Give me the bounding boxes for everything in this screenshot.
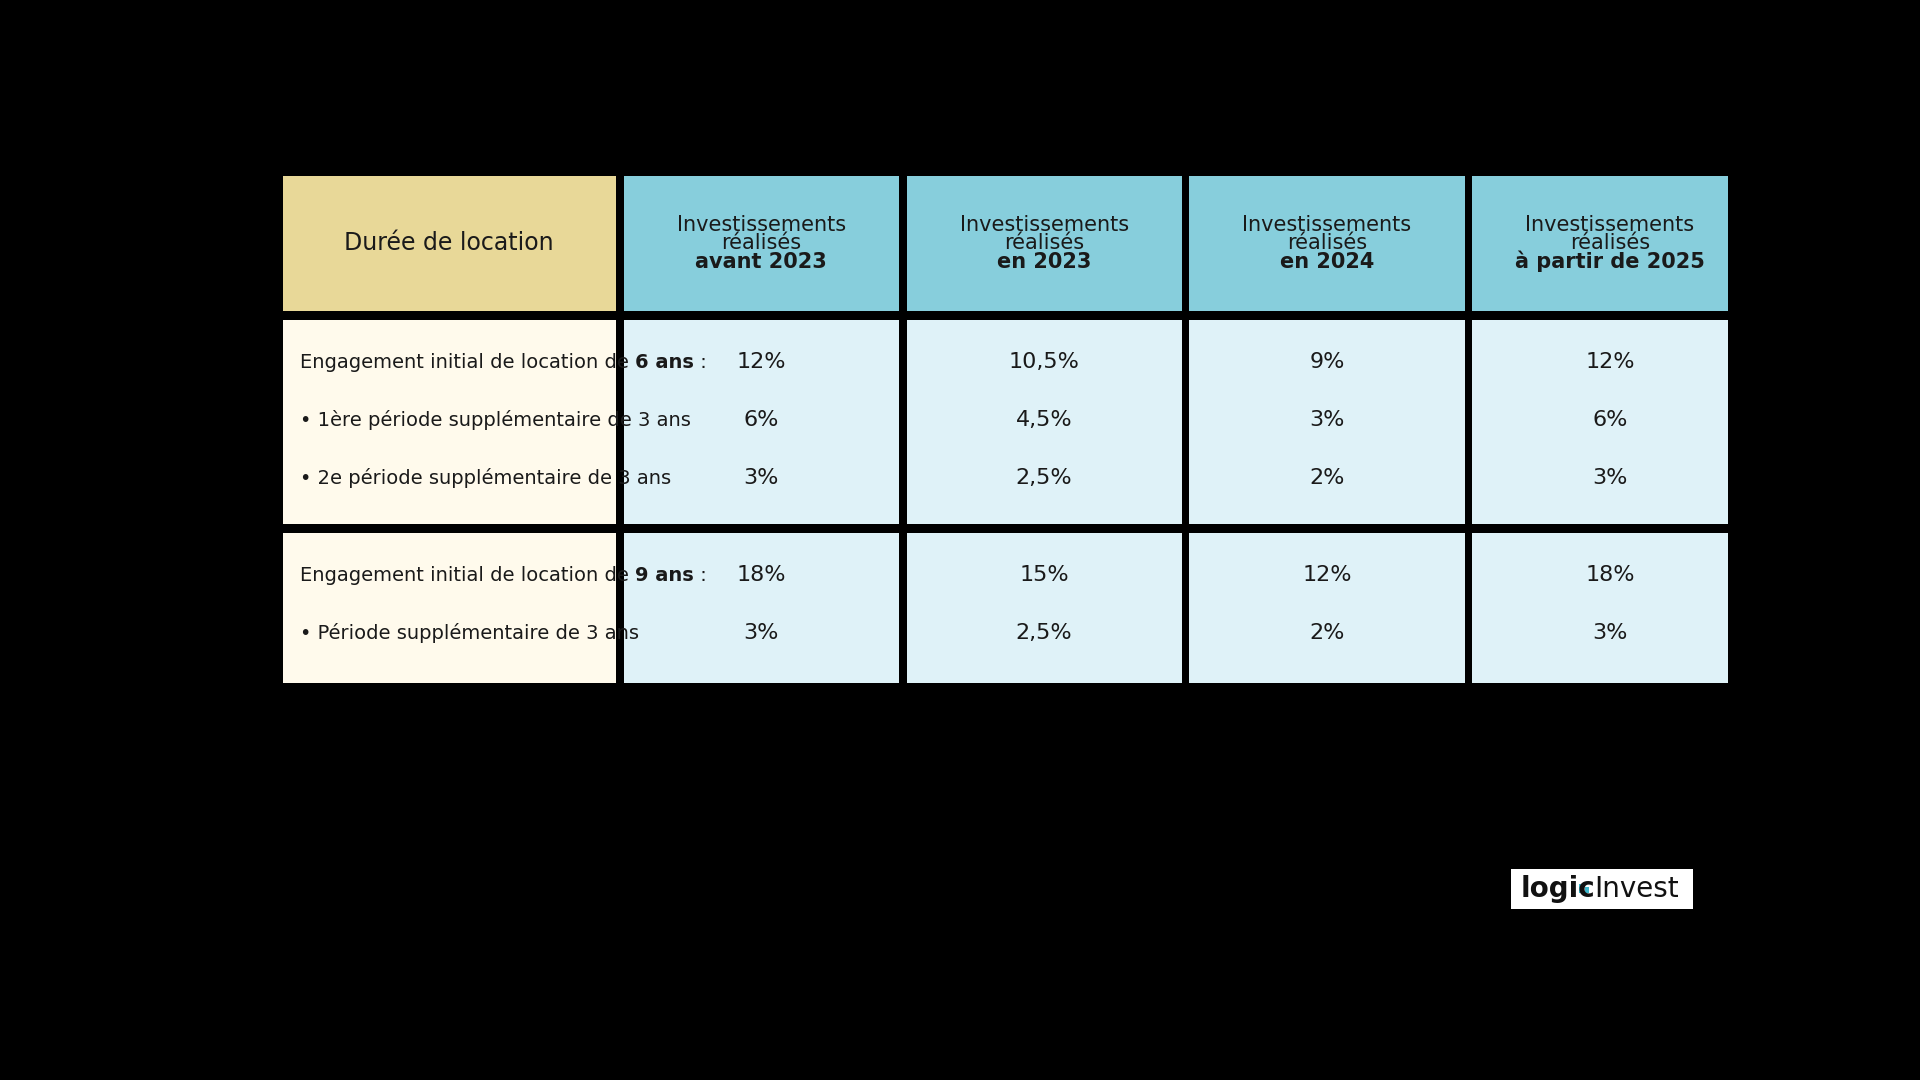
Text: • Période supplémentaire de 3 ans: • Période supplémentaire de 3 ans bbox=[300, 623, 639, 644]
FancyBboxPatch shape bbox=[1473, 176, 1747, 311]
Text: Engagement initial de location de: Engagement initial de location de bbox=[300, 353, 636, 372]
Text: 3%: 3% bbox=[743, 623, 780, 644]
Text: 4,5%: 4,5% bbox=[1016, 410, 1073, 430]
Text: :: : bbox=[693, 566, 707, 585]
Text: 2,5%: 2,5% bbox=[1016, 468, 1073, 488]
FancyBboxPatch shape bbox=[282, 320, 616, 524]
FancyBboxPatch shape bbox=[1511, 868, 1693, 909]
FancyBboxPatch shape bbox=[1473, 320, 1747, 524]
Text: 3%: 3% bbox=[743, 468, 780, 488]
FancyBboxPatch shape bbox=[624, 176, 899, 311]
Text: 10,5%: 10,5% bbox=[1008, 352, 1079, 373]
FancyBboxPatch shape bbox=[624, 534, 899, 684]
Text: 3%: 3% bbox=[1592, 623, 1628, 644]
Text: 3%: 3% bbox=[1309, 410, 1344, 430]
Text: Invest: Invest bbox=[1594, 875, 1678, 903]
Text: • 1ère période supplémentaire de 3 ans: • 1ère période supplémentaire de 3 ans bbox=[300, 410, 691, 430]
Text: Engagement initial de location de: Engagement initial de location de bbox=[300, 566, 636, 585]
Text: Investissements: Investissements bbox=[1242, 215, 1411, 234]
Text: 12%: 12% bbox=[1302, 566, 1352, 585]
Text: en 2023: en 2023 bbox=[996, 252, 1091, 272]
Text: 6%: 6% bbox=[743, 410, 780, 430]
Text: logic: logic bbox=[1521, 875, 1596, 903]
Text: • 2e période supplémentaire de 3 ans: • 2e période supplémentaire de 3 ans bbox=[300, 468, 670, 488]
FancyBboxPatch shape bbox=[906, 176, 1181, 311]
FancyBboxPatch shape bbox=[1188, 320, 1465, 524]
Text: 9%: 9% bbox=[1309, 352, 1344, 373]
Text: réalisés: réalisés bbox=[1004, 233, 1085, 253]
Text: Investissements: Investissements bbox=[676, 215, 845, 234]
FancyBboxPatch shape bbox=[1473, 534, 1747, 684]
Text: 2,5%: 2,5% bbox=[1016, 623, 1073, 644]
Text: à partir de 2025: à partir de 2025 bbox=[1515, 251, 1705, 272]
Text: 18%: 18% bbox=[737, 566, 785, 585]
Text: réalisés: réalisés bbox=[722, 233, 801, 253]
Text: 2%: 2% bbox=[1309, 468, 1344, 488]
FancyBboxPatch shape bbox=[906, 320, 1181, 524]
Text: réalisés: réalisés bbox=[1286, 233, 1367, 253]
Text: 18%: 18% bbox=[1586, 566, 1634, 585]
FancyBboxPatch shape bbox=[1584, 888, 1588, 893]
Text: 12%: 12% bbox=[737, 352, 785, 373]
FancyBboxPatch shape bbox=[624, 320, 899, 524]
Text: avant 2023: avant 2023 bbox=[695, 252, 828, 272]
Text: 9 ans: 9 ans bbox=[636, 566, 693, 585]
Text: en 2024: en 2024 bbox=[1281, 252, 1375, 272]
Text: 6 ans: 6 ans bbox=[636, 353, 693, 372]
Text: 6%: 6% bbox=[1592, 410, 1628, 430]
Text: 3%: 3% bbox=[1592, 468, 1628, 488]
FancyBboxPatch shape bbox=[282, 534, 616, 684]
Text: :: : bbox=[693, 353, 707, 372]
Text: réalisés: réalisés bbox=[1571, 233, 1649, 253]
Text: Investissements: Investissements bbox=[960, 215, 1129, 234]
Text: 2%: 2% bbox=[1309, 623, 1344, 644]
FancyBboxPatch shape bbox=[906, 534, 1181, 684]
Text: 15%: 15% bbox=[1020, 566, 1069, 585]
Text: 12%: 12% bbox=[1586, 352, 1634, 373]
FancyBboxPatch shape bbox=[282, 176, 616, 311]
FancyBboxPatch shape bbox=[1578, 885, 1584, 893]
Text: Investissements: Investissements bbox=[1524, 215, 1693, 234]
FancyBboxPatch shape bbox=[1188, 534, 1465, 684]
Text: Durée de location: Durée de location bbox=[344, 231, 555, 255]
FancyBboxPatch shape bbox=[1188, 176, 1465, 311]
